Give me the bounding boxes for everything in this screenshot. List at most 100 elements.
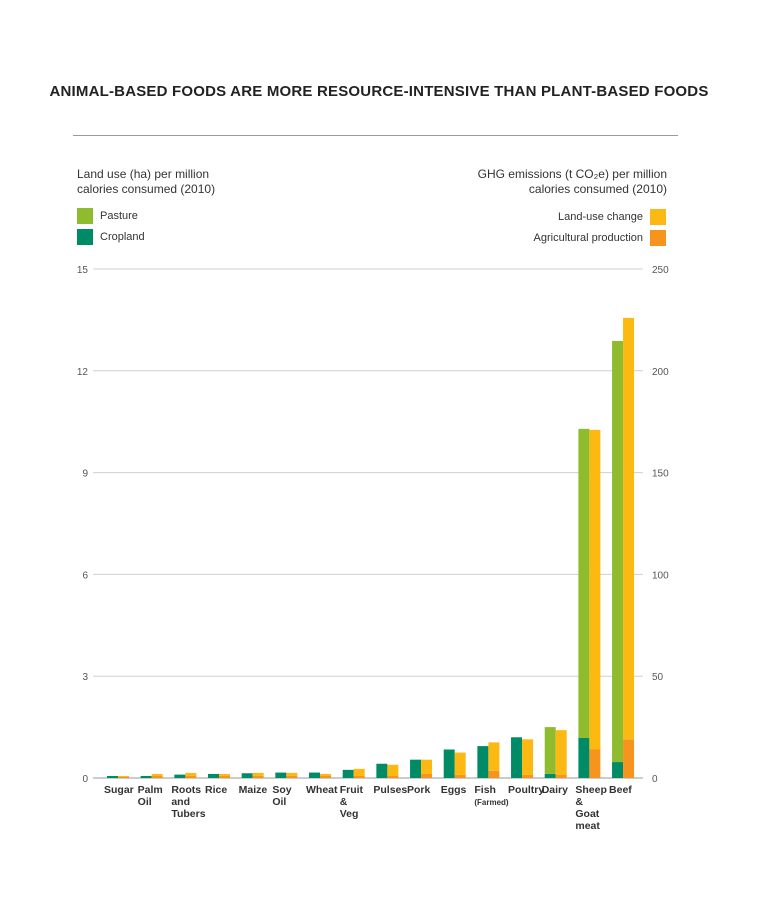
bar-land-use-change: [522, 739, 534, 775]
category-label: and: [171, 796, 190, 808]
left-tick-label: 9: [82, 469, 88, 480]
category-label: Wheat: [306, 784, 338, 796]
right-tick-label: 200: [652, 367, 669, 378]
bar-cropland: [208, 773, 220, 778]
bar-agricultural-production: [421, 773, 433, 778]
category-label: Eggs: [441, 784, 467, 796]
bar-cropland: [376, 763, 388, 778]
bar-cropland: [275, 772, 287, 778]
category-label: Goat: [575, 808, 599, 820]
bar-cropland: [511, 737, 523, 778]
right-tick-label: 150: [652, 469, 669, 480]
bar-agricultural-production: [387, 775, 399, 778]
category-label: Dairy: [542, 784, 568, 796]
bar-land-use-change: [421, 759, 433, 774]
category-label: Palm: [138, 784, 163, 796]
bar-land-use-change: [185, 772, 197, 776]
category-label: Sheep: [575, 784, 607, 796]
bar-cropland: [174, 774, 186, 778]
bar-land-use-change: [454, 752, 466, 775]
bar-agricultural-production: [589, 749, 601, 778]
bar-land-use-change: [589, 429, 601, 750]
bar-cropland: [107, 775, 118, 778]
bar-land-use-change: [387, 764, 399, 776]
bar-cropland: [544, 773, 556, 778]
bar-land-use-change: [488, 742, 500, 771]
category-label: Oil: [138, 796, 152, 808]
bar-land-use-change: [555, 730, 567, 775]
legend-label-agricultural-production: Agricultural production: [533, 232, 643, 244]
chart-title: ANIMAL-BASED FOODS ARE MORE RESOURCE-INT…: [49, 83, 709, 100]
bar-agricultural-production: [185, 775, 197, 778]
bar-agricultural-production: [320, 775, 332, 778]
bar-agricultural-production: [623, 739, 635, 778]
left-axis-title-line1: Land use (ha) per million: [77, 167, 210, 181]
left-tick-label: 0: [82, 774, 88, 785]
bar-cropland: [342, 769, 354, 778]
bar-land-use-change: [219, 773, 231, 776]
bar-agricultural-production: [286, 775, 298, 778]
category-label: Soy: [272, 784, 291, 796]
bar-agricultural-production: [555, 774, 567, 778]
category-label: Tubers: [171, 808, 205, 820]
left-axis-title: Land use (ha) per million calories consu…: [77, 167, 215, 197]
bar-land-use-change: [623, 317, 635, 740]
bar-pasture: [544, 727, 556, 774]
right-tick-label: 50: [652, 672, 664, 683]
category-label: Oil: [272, 796, 286, 808]
left-tick-label: 3: [82, 672, 88, 683]
category-label: &: [575, 796, 583, 808]
bar-land-use-change: [353, 768, 365, 776]
right-tick-label: 250: [652, 265, 669, 276]
title-divider: [73, 135, 678, 136]
bar-land-use-change: [151, 773, 163, 776]
left-axis-title-line2: calories consumed (2010): [77, 182, 216, 196]
bar-cropland: [309, 772, 321, 778]
category-label: Fruit: [340, 784, 364, 796]
category-label: Roots: [171, 784, 201, 796]
bar-cropland: [140, 775, 152, 778]
legend-swatch-pasture: [77, 208, 93, 224]
bar-land-use-change: [320, 773, 332, 776]
bar-agricultural-production: [118, 776, 129, 778]
category-label: Veg: [340, 808, 359, 820]
bar-agricultural-production: [522, 774, 534, 778]
category-label: &: [340, 796, 348, 808]
bar-agricultural-production: [219, 775, 231, 778]
category-label: Rice: [205, 784, 227, 796]
right-axis-title-line2: calories consumed (2010): [528, 182, 667, 196]
bar-agricultural-production: [488, 770, 500, 778]
category-label: Beef: [609, 784, 632, 796]
left-tick-label: 15: [77, 265, 89, 276]
bar-agricultural-production: [353, 775, 365, 778]
bar-land-use-change: [118, 775, 129, 777]
category-label: Maize: [239, 784, 268, 796]
bar-agricultural-production: [252, 775, 264, 778]
right-axis-title: GHG emissions (t CO₂e) per million calor…: [478, 167, 667, 197]
category-label: (Farmed): [474, 798, 509, 807]
bar-cropland: [578, 737, 590, 778]
right-tick-label: 0: [652, 774, 658, 785]
category-label: Sugar: [104, 784, 134, 796]
bar-cropland: [410, 759, 422, 778]
bar-cropland: [241, 773, 253, 778]
left-tick-label: 12: [77, 367, 89, 378]
bar-land-use-change: [252, 772, 264, 776]
bar-agricultural-production: [151, 775, 163, 778]
bar-cropland: [477, 746, 489, 778]
legend-swatch-land-use-change: [650, 209, 666, 225]
category-label: Fish: [474, 784, 496, 796]
right-tick-label: 100: [652, 570, 669, 581]
bar-cropland: [612, 762, 624, 778]
bar-cropland: [443, 749, 455, 778]
legend-swatch-agricultural-production: [650, 230, 666, 246]
bar-land-use-change: [286, 772, 298, 776]
legend-label-land-use-change: Land-use change: [557, 211, 643, 223]
legend-swatch-cropland: [77, 229, 93, 245]
category-label: Poultry: [508, 784, 544, 796]
legend-label-cropland: Cropland: [100, 231, 145, 243]
bar-pasture: [578, 428, 590, 738]
bar-agricultural-production: [454, 774, 466, 778]
